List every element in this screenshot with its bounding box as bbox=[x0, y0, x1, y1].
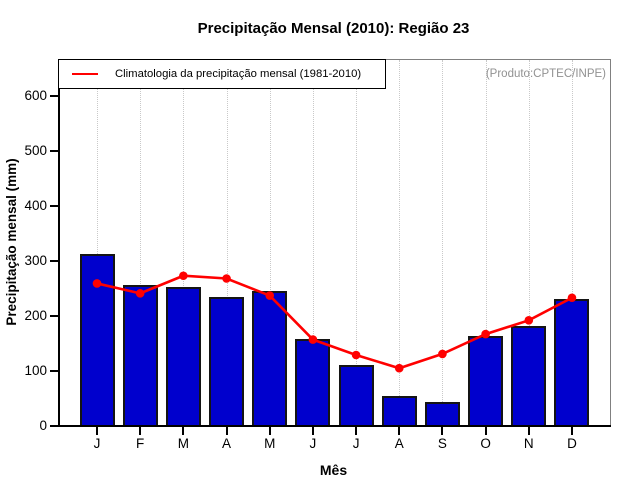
x-tick bbox=[268, 427, 271, 435]
x-tick-label: F bbox=[136, 436, 145, 451]
x-tick-label: A bbox=[222, 436, 232, 451]
y-tick-label: 500 bbox=[24, 142, 47, 158]
climatology-point bbox=[438, 349, 447, 359]
y-tick bbox=[50, 259, 58, 262]
climatology-point bbox=[265, 291, 275, 300]
x-tick bbox=[398, 427, 401, 435]
x-axis-line bbox=[58, 425, 611, 427]
gridline bbox=[399, 60, 401, 426]
precip-bar bbox=[295, 339, 331, 426]
y-tick-label: 100 bbox=[24, 362, 47, 378]
precip-bar bbox=[338, 365, 374, 426]
climatology-point bbox=[481, 329, 490, 339]
y-tick bbox=[50, 369, 58, 372]
x-tick bbox=[484, 427, 487, 435]
x-tick-label: N bbox=[523, 436, 534, 451]
x-tick bbox=[139, 427, 142, 435]
x-tick bbox=[311, 427, 314, 435]
y-tick bbox=[50, 149, 58, 152]
x-tick bbox=[225, 427, 228, 435]
precip-bar bbox=[165, 287, 201, 426]
legend: Climatologia da precipitação mensal (198… bbox=[58, 59, 386, 89]
climatology-point bbox=[524, 316, 534, 325]
precip-bar bbox=[424, 401, 460, 426]
gridline bbox=[97, 60, 98, 426]
y-tick-label: 300 bbox=[24, 252, 47, 268]
gridline bbox=[140, 60, 142, 426]
climatology-point bbox=[351, 350, 361, 360]
watermark-text: (Produto:CPTEC/INPE) bbox=[485, 68, 606, 80]
x-tick-label: M bbox=[177, 436, 189, 451]
precip-bar bbox=[122, 284, 158, 426]
climatology-point bbox=[567, 293, 577, 303]
precip-bar bbox=[468, 336, 504, 426]
x-tick bbox=[182, 427, 185, 435]
y-tick bbox=[50, 314, 58, 317]
gridline bbox=[183, 60, 185, 426]
y-tick-label: 0 bbox=[39, 418, 47, 433]
x-tick-label: J bbox=[309, 436, 317, 451]
gridline bbox=[485, 60, 487, 426]
y-axis-line bbox=[58, 59, 60, 427]
legend-label: Climatologia da precipitação mensal (198… bbox=[115, 68, 362, 80]
precip-bar bbox=[554, 299, 590, 426]
y-axis-title: Precipitação mensal (mm) bbox=[4, 158, 19, 326]
climatology-point bbox=[222, 274, 231, 283]
precip-bar bbox=[209, 296, 245, 426]
x-tick bbox=[96, 427, 98, 435]
climatology-point bbox=[92, 279, 102, 288]
x-tick-label: D bbox=[567, 436, 577, 451]
gridline bbox=[528, 60, 530, 426]
precip-bar bbox=[381, 396, 417, 426]
climatology-point bbox=[179, 271, 188, 281]
x-tick-label: J bbox=[352, 436, 360, 451]
y-tick-label: 200 bbox=[24, 307, 47, 323]
legend-line-sample bbox=[72, 73, 98, 75]
gridline bbox=[356, 60, 358, 426]
gridline bbox=[312, 60, 314, 426]
x-axis-title: Mês bbox=[319, 462, 348, 478]
x-tick bbox=[570, 427, 573, 435]
precip-bar bbox=[511, 326, 547, 426]
x-tick bbox=[355, 427, 358, 435]
x-tick-label: M bbox=[264, 436, 276, 451]
climatology-line bbox=[96, 274, 573, 370]
climatology-point bbox=[135, 289, 145, 298]
x-tick bbox=[441, 427, 444, 435]
gridline bbox=[442, 60, 444, 426]
gridline bbox=[269, 60, 271, 426]
y-tick bbox=[50, 204, 58, 207]
x-tick-label: S bbox=[437, 436, 447, 451]
climatology-point bbox=[394, 363, 404, 373]
y-tick-label: 600 bbox=[24, 87, 47, 103]
x-tick bbox=[527, 427, 530, 435]
plot-area: Climatologia da precipitação mensal (198… bbox=[24, 59, 611, 451]
climatology-point bbox=[308, 335, 318, 344]
x-tick-label: O bbox=[480, 436, 491, 451]
x-tick-label: A bbox=[394, 436, 404, 451]
climatology-line-layer bbox=[92, 271, 577, 373]
y-tick bbox=[50, 425, 58, 427]
gridline bbox=[571, 60, 573, 426]
gridline bbox=[226, 60, 228, 426]
y-tick-label: 400 bbox=[24, 197, 47, 213]
y-tick bbox=[50, 94, 58, 97]
x-tick-label: J bbox=[93, 436, 101, 451]
chart-title: Precipitação Mensal (2010): Região 23 bbox=[197, 20, 470, 37]
